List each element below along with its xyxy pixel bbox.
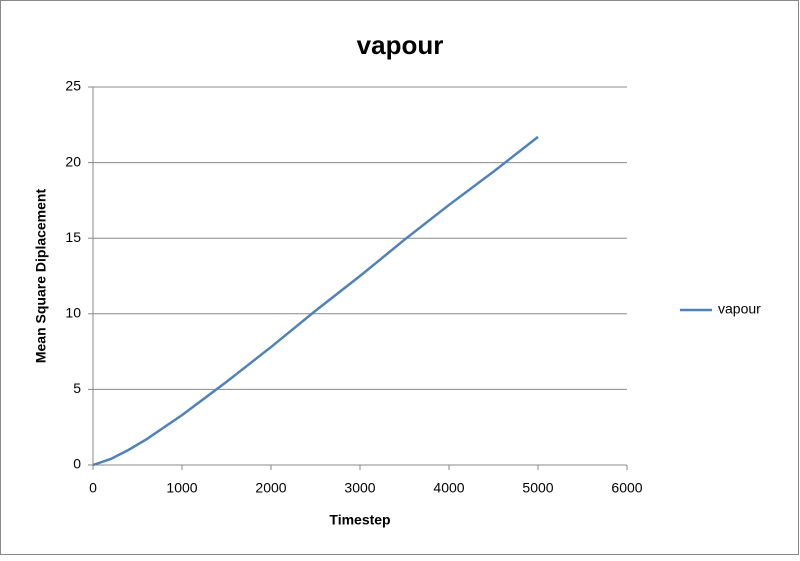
y-tick-label: 15 [65, 229, 81, 245]
x-tick-label: 5000 [522, 480, 553, 496]
x-axis-label: Timestep [329, 512, 390, 528]
y-tick-label: 0 [73, 456, 81, 472]
x-tick-label: 3000 [344, 480, 375, 496]
x-tick-label: 1000 [166, 480, 197, 496]
y-tick-label: 25 [65, 78, 81, 94]
x-tick-label: 2000 [255, 480, 286, 496]
chart-title: vapour [357, 30, 444, 60]
y-tick-label: 10 [65, 305, 81, 321]
y-tick-label: 5 [73, 380, 81, 396]
x-tick-label: 6000 [611, 480, 642, 496]
legend-label: vapour [718, 301, 761, 317]
y-tick-label: 20 [65, 153, 81, 169]
y-axis-label: Mean Square Diplacement [33, 189, 49, 364]
data-line [92, 135, 539, 467]
x-tick-label: 4000 [433, 480, 464, 496]
x-tick-label: 0 [89, 480, 97, 496]
